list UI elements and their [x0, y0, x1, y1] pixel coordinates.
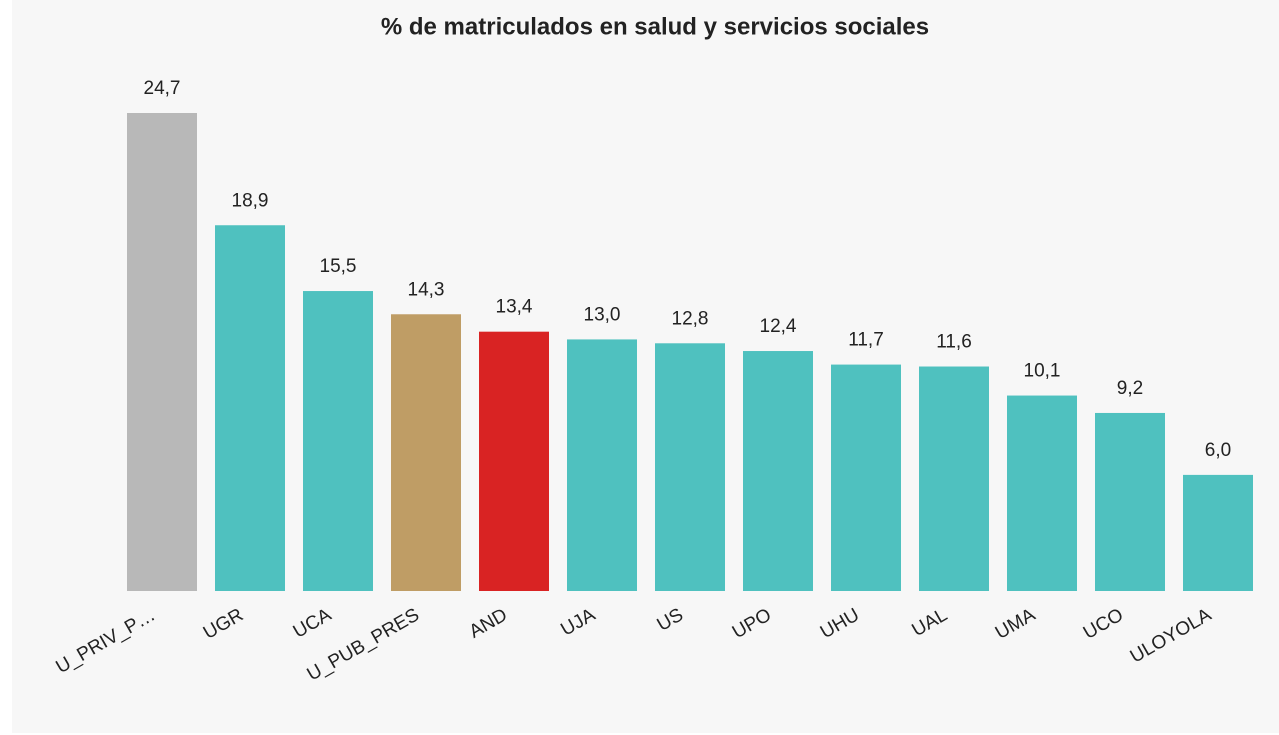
bar — [567, 339, 637, 591]
value-label: 13,4 — [496, 297, 533, 318]
bar — [1007, 395, 1077, 591]
bar — [127, 113, 197, 591]
value-label: 6,0 — [1205, 440, 1231, 461]
bar — [919, 366, 989, 591]
value-label: 18,9 — [232, 190, 269, 211]
value-label: 14,3 — [408, 279, 445, 300]
value-label: 24,7 — [144, 78, 181, 99]
bar — [1095, 412, 1165, 591]
bar — [743, 351, 813, 591]
value-label: 12,8 — [672, 308, 709, 329]
value-label: 9,2 — [1117, 378, 1143, 399]
bar — [215, 225, 285, 591]
bar — [479, 331, 549, 591]
value-label: 11,7 — [848, 330, 884, 351]
value-label: 12,4 — [760, 316, 797, 337]
bar — [831, 364, 901, 591]
bar — [1183, 474, 1253, 591]
bar — [391, 314, 461, 591]
chart-title: % de matriculados en salud y servicios s… — [381, 13, 929, 40]
bar — [303, 291, 373, 591]
value-label: 15,5 — [320, 256, 357, 277]
value-label: 13,0 — [584, 304, 621, 325]
value-label: 10,1 — [1024, 361, 1061, 382]
bar — [655, 343, 725, 591]
value-label: 11,6 — [936, 332, 972, 353]
